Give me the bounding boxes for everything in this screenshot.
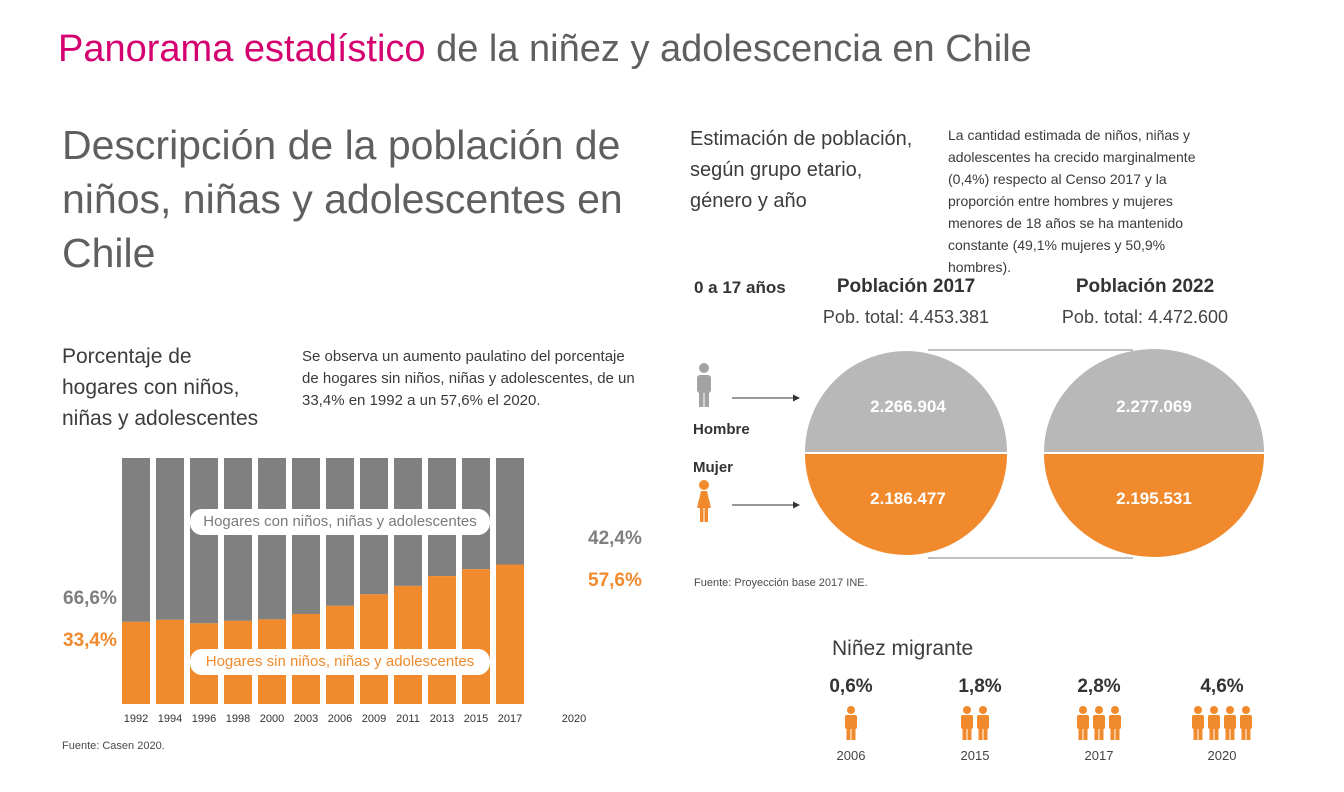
migrant-pct-2015: 1,8% xyxy=(958,676,1002,697)
population-2022-title: Población 2022 xyxy=(1075,276,1215,297)
population-diagram xyxy=(697,349,1264,559)
female-2017-value: 2.186.477 xyxy=(870,489,946,508)
bar-with-children-2017 xyxy=(496,458,524,565)
population-2022-total: Pob. total: 4.472.600 xyxy=(1061,307,1229,327)
population-description: La cantidad estimada de niños, niñas y a… xyxy=(948,127,1196,275)
female-person-icon xyxy=(697,480,711,522)
bar-with-children-2000 xyxy=(258,458,286,620)
x-tick-label-1992: 1992 xyxy=(124,713,148,725)
migrant-icons xyxy=(845,706,1252,740)
arrow-male-head xyxy=(793,394,800,402)
migrant-year-2020: 2020 xyxy=(1207,748,1237,763)
x-tick-label-1994: 1994 xyxy=(158,713,182,725)
bar-with-children-1994 xyxy=(156,458,184,620)
x-tick-label-2003: 2003 xyxy=(294,713,318,725)
male-label: Hombre xyxy=(693,421,750,438)
female-label: Mujer xyxy=(693,459,734,476)
circle-2022-female-half xyxy=(1044,454,1264,557)
population-source: Fuente: Proyección base 2017 INE. xyxy=(694,577,868,589)
households-subtitle: Porcentaje de hogares con niños, niñas y… xyxy=(62,345,259,430)
bar-with-children-1992 xyxy=(122,458,150,622)
households-description: Se observa un aumento paulatino del porc… xyxy=(302,348,635,409)
label-households-with: Hogares con niños, niñas y adolescentes xyxy=(190,509,490,535)
bar-without-children-2013 xyxy=(428,576,456,704)
bar-without-children-2015 xyxy=(462,569,490,704)
circle-2017-male-half xyxy=(805,351,1007,452)
bar-without-children-1994 xyxy=(156,619,184,704)
female-2022-value: 2.195.531 xyxy=(1116,489,1192,508)
migrant-person-icon xyxy=(1192,706,1204,740)
x-tick-label-2000: 2000 xyxy=(260,713,284,725)
bar-with-children-2003 xyxy=(292,458,320,614)
male-2022-value: 2.277.069 xyxy=(1116,397,1192,416)
bar-without-children-2017 xyxy=(496,564,524,704)
x-tick-label-2006: 2006 xyxy=(328,713,352,725)
migrant-person-icon xyxy=(1208,706,1220,740)
migrant-person-icon xyxy=(1224,706,1236,740)
x-tick-label-2017: 2017 xyxy=(498,713,522,725)
migrant-person-icon xyxy=(977,706,989,740)
start-without-pct: 33,4% xyxy=(63,630,117,651)
x-tick-label-2015: 2015 xyxy=(464,713,488,725)
end-without-pct: 57,6% xyxy=(588,570,642,591)
migrant-person-icon xyxy=(1109,706,1121,740)
male-2017-value: 2.266.904 xyxy=(870,397,946,416)
migrant-person-icon xyxy=(845,706,857,740)
x-tick-label-1996: 1996 xyxy=(192,713,216,725)
x-tick-label-2011: 2011 xyxy=(396,713,420,725)
bar-without-children-1992 xyxy=(122,621,150,704)
x-tick-label-1998: 1998 xyxy=(226,713,250,725)
bar-without-children-2011 xyxy=(394,585,422,704)
migrant-pct-2017: 2,8% xyxy=(1077,676,1121,697)
migrant-pct-2006: 0,6% xyxy=(829,676,873,697)
migrant-pct-2020: 4,6% xyxy=(1200,676,1244,697)
main-title-rest: de la niñez y adolescencia en Chile xyxy=(425,28,1032,70)
arrow-female-head xyxy=(793,501,800,509)
x-tick-label-2009: 2009 xyxy=(362,713,386,725)
main-title: Panorama estadístico de la niñez y adole… xyxy=(58,28,1032,71)
bar-with-children-1998 xyxy=(224,458,252,621)
migrant-person-icon xyxy=(961,706,973,740)
migrant-year-2015: 2015 xyxy=(960,748,990,763)
x-tick-label-2013: 2013 xyxy=(430,713,454,725)
section-title: Descripción de la población de niños, ni… xyxy=(62,122,623,276)
population-subtitle: Estimación de población, según grupo eta… xyxy=(690,128,913,212)
start-with-pct: 66,6% xyxy=(63,588,117,609)
circle-2017-female-half xyxy=(805,454,1007,555)
bar-with-children-1996 xyxy=(190,458,218,624)
male-person-icon xyxy=(697,363,711,407)
migrant-year-2017: 2017 xyxy=(1084,748,1114,763)
migrant-title: Niñez migrante xyxy=(832,637,974,660)
households-stacked-bar-chart: 1992 1994 1996 1998 2000 2003 2006 2009 2011 2013… xyxy=(122,458,586,725)
label-households-without: Hogares sin niños, niñas y adolescentes xyxy=(190,649,490,675)
population-2017-title: Población 2017 xyxy=(836,276,976,297)
age-group-label: 0 a 17 años xyxy=(694,278,786,297)
circle-2022-male-half xyxy=(1044,349,1264,452)
end-with-pct: 42,4% xyxy=(588,528,642,549)
population-2017-total: Pob. total: 4.453.381 xyxy=(822,307,990,327)
households-source: Fuente: Casen 2020. xyxy=(62,740,165,752)
migrant-year-2006: 2006 xyxy=(836,748,866,763)
migrant-person-icon xyxy=(1077,706,1089,740)
main-title-accent: Panorama estadístico xyxy=(58,28,426,70)
x-tick-label-2020: 2020 xyxy=(562,713,586,725)
migrant-person-icon xyxy=(1093,706,1105,740)
migrant-person-icon xyxy=(1240,706,1252,740)
